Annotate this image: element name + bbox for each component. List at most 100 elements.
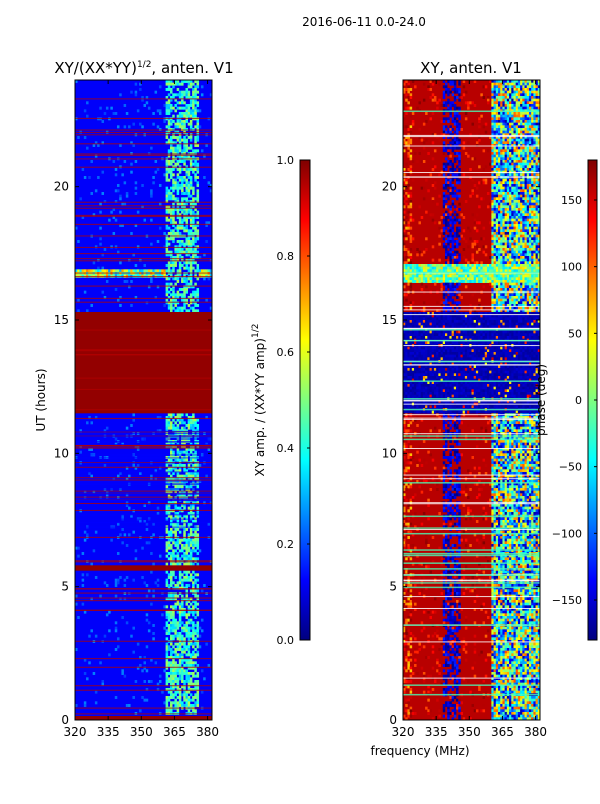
amplitude-cell (172, 267, 175, 270)
amplitude-cell (183, 197, 186, 200)
amplitude-cell (188, 571, 191, 574)
phase-cell (491, 221, 494, 224)
phase-cell (480, 181, 483, 184)
phase-cell (513, 117, 516, 120)
phase-cell (520, 221, 523, 224)
amplitude-cell (115, 627, 118, 630)
phase-cell (520, 189, 523, 192)
amplitude-cell (174, 197, 177, 200)
amplitude-cell (181, 123, 184, 126)
phase-cell (522, 104, 525, 107)
phase-cell (511, 189, 514, 192)
phase-cell (509, 181, 512, 184)
amplitude-cell (139, 709, 142, 712)
phase-cell (454, 115, 457, 118)
amplitude-cell (179, 611, 182, 614)
amplitude-cell (121, 528, 124, 531)
phase-cell (525, 197, 528, 200)
amplitude-cell (194, 632, 197, 635)
amplitude-cell (185, 547, 188, 550)
amplitude-cell (194, 648, 197, 651)
phase-cell (443, 131, 446, 134)
phase-cell (509, 123, 512, 126)
phase-cell (533, 221, 536, 224)
phase-cell (467, 245, 470, 248)
amplitude-cell (170, 269, 173, 272)
phase-cell (513, 139, 516, 142)
amplitude-cell (172, 581, 175, 584)
phase-cell (522, 123, 525, 126)
phase-cell (432, 197, 435, 200)
amplitude-cell (135, 264, 138, 267)
amplitude-cell (177, 240, 180, 243)
amplitude-gap-line (75, 454, 212, 455)
phase-cell (533, 192, 536, 195)
phase-cell (518, 200, 521, 203)
phase-cell (507, 240, 510, 243)
amplitude-cell (159, 85, 162, 88)
phase-cell (527, 181, 530, 184)
amplitude-cell (115, 648, 118, 651)
amplitude-cell (99, 243, 102, 246)
amplitude-cell (188, 675, 191, 678)
amplitude-cell (144, 699, 147, 702)
phase-cell (520, 147, 523, 150)
phase-cell (509, 115, 512, 118)
phase-cell (513, 163, 516, 166)
phase-cell (516, 256, 519, 259)
amplitude-cell (188, 661, 191, 664)
amplitude-cell (166, 109, 169, 112)
amplitude-cell (197, 691, 200, 694)
amplitude-cell (177, 160, 180, 163)
amplitude-cell (128, 125, 131, 128)
amplitude-cell (192, 549, 195, 552)
amplitude-cell (197, 651, 200, 654)
phase-cell (509, 221, 512, 224)
phase-cell (536, 91, 539, 94)
phase-cell (494, 83, 497, 86)
phase-cell (507, 229, 510, 232)
amplitude-cell (172, 571, 175, 574)
phase-cell (536, 131, 539, 134)
y-tick-label: 0 (61, 713, 69, 727)
amplitude-cell (172, 168, 175, 171)
phase-cell (467, 107, 470, 110)
phase-cell (485, 181, 488, 184)
amplitude-cell (170, 635, 173, 638)
phase-cell (533, 240, 536, 243)
amplitude-cell (194, 589, 197, 592)
phase-cell (443, 125, 446, 128)
amplitude-rfi-line (75, 215, 212, 216)
amplitude-cell (174, 619, 177, 622)
amplitude-cell (166, 563, 169, 566)
amplitude-cell (190, 176, 193, 179)
amplitude-cell (185, 616, 188, 619)
amplitude-cell (157, 584, 160, 587)
phase-cell (472, 101, 475, 104)
amplitude-cell (188, 555, 191, 558)
amplitude-cell (177, 307, 180, 310)
phase-cell (507, 221, 510, 224)
phase-cell (491, 163, 494, 166)
amplitude-cell (181, 555, 184, 558)
phase-cell (522, 152, 525, 155)
phase-cell (454, 152, 457, 155)
amplitude-cell (172, 184, 175, 187)
amplitude-gap-line (75, 436, 212, 437)
phase-cell (507, 248, 510, 251)
amplitude-cell (172, 683, 175, 686)
phase-cell (509, 168, 512, 171)
phase-cell (476, 141, 479, 144)
amplitude-cell (86, 115, 89, 118)
amplitude-cell (188, 176, 191, 179)
phase-cell (500, 219, 503, 222)
phase-cell (525, 117, 528, 120)
amplitude-cell (172, 701, 175, 704)
amplitude-cell (185, 181, 188, 184)
phase-cell (518, 131, 521, 134)
amplitude-cell (181, 603, 184, 606)
phase-cell (483, 149, 486, 152)
phase-cell (531, 227, 534, 230)
phase-cell (529, 157, 532, 160)
phase-cell (454, 187, 457, 190)
